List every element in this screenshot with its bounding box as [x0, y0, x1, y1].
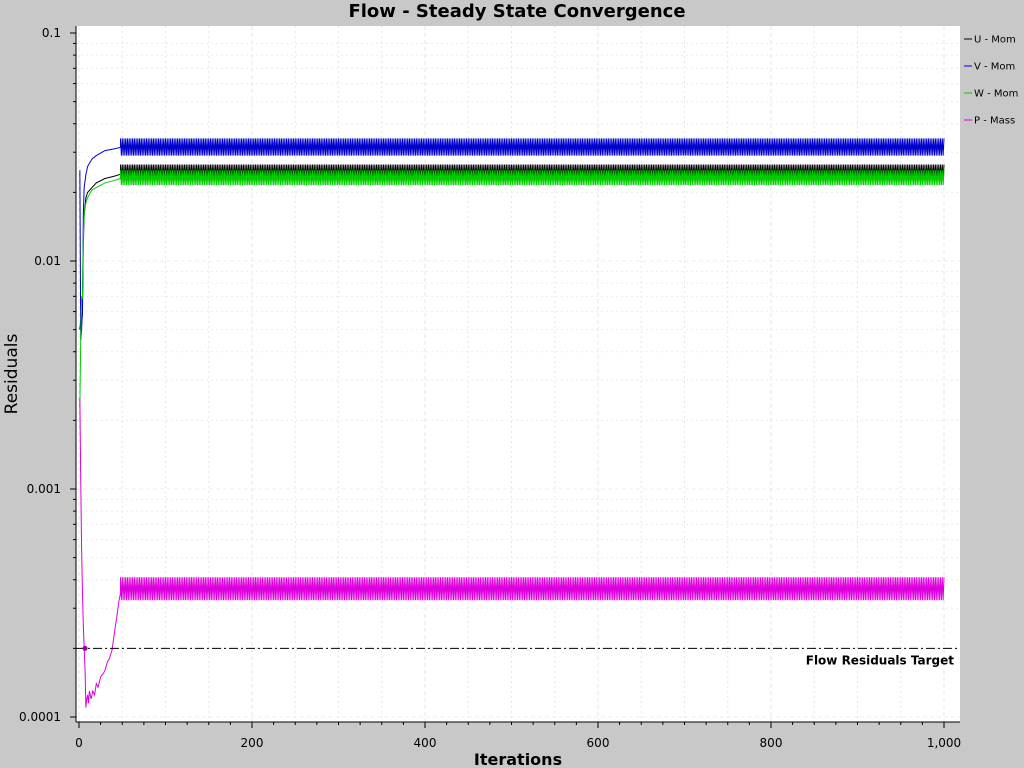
tick-labels: 0 200 400 600 800 1,000 0.1 0.01 0.001 0.0001 [19, 26, 961, 750]
series-line-w-mom [79, 170, 945, 407]
y-tick-label: 0.1 [42, 26, 61, 40]
chart-title: Flow - Steady State Convergence [348, 1, 686, 22]
series-line-v-mom [79, 138, 945, 341]
legend-item-u-mom[interactable]: U - Mom [964, 35, 1016, 46]
series-line-p-mass [79, 398, 945, 708]
legend-item-w-mom[interactable]: W - Mom [964, 89, 1018, 100]
legend-label: V - Mom [974, 62, 1015, 73]
reference-line-group: Flow Residuals Target [76, 645, 960, 667]
x-tick-label: 800 [760, 736, 783, 750]
x-axis-title: Iterations [474, 750, 562, 768]
y-axis-title: Residuals [2, 334, 22, 415]
legend[interactable]: U - Mom V - Mom W - Mom P - Mass [964, 35, 1018, 127]
y-tick-label: 0.001 [27, 482, 61, 496]
y-tick-label: 0.0001 [19, 710, 61, 724]
x-tick-label: 1,000 [927, 736, 961, 750]
legend-item-v-mom[interactable]: V - Mom [964, 62, 1015, 73]
legend-item-p-mass[interactable]: P - Mass [964, 116, 1015, 127]
x-tick-label: 200 [241, 736, 264, 750]
legend-label: U - Mom [974, 35, 1016, 46]
x-tick-label: 0 [75, 736, 83, 750]
x-tick-label: 400 [414, 736, 437, 750]
axes [75, 26, 960, 723]
legend-label: P - Mass [974, 116, 1015, 127]
x-tick-label: 600 [587, 736, 610, 750]
flow-residuals-target-label: Flow Residuals Target [806, 653, 955, 667]
y-tick-label: 0.01 [34, 254, 61, 268]
target-marker [82, 645, 88, 651]
legend-label: W - Mom [974, 89, 1018, 100]
series-lines [79, 138, 945, 708]
